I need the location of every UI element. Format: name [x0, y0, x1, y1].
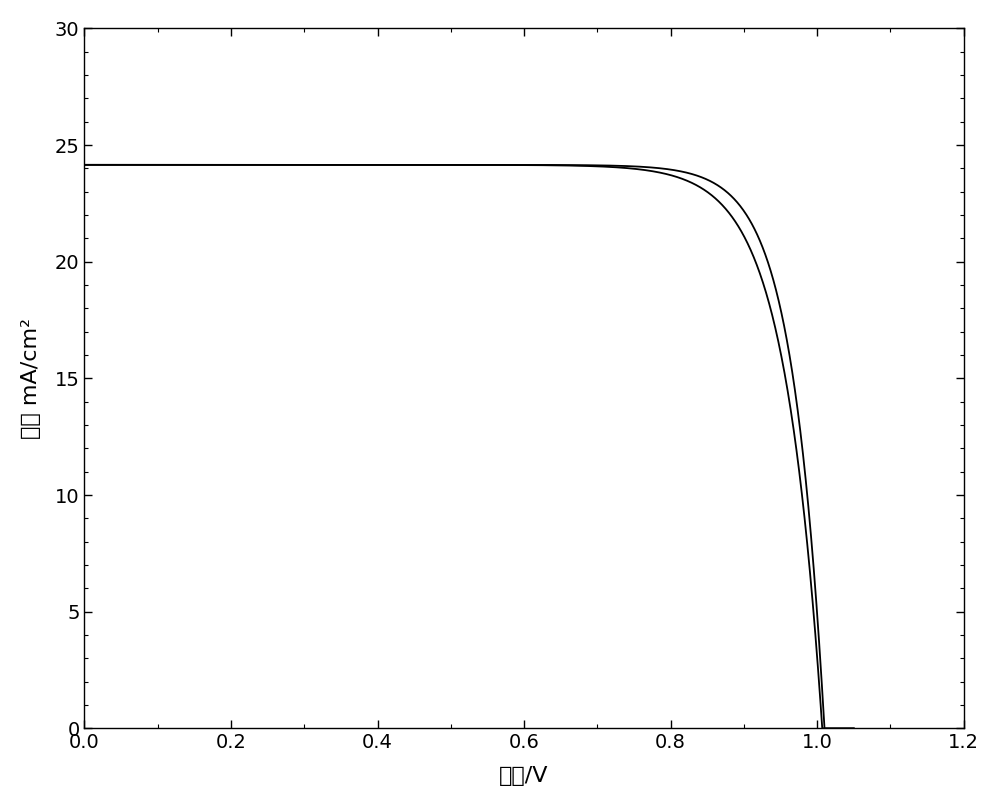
- Y-axis label: 电流 mA/cm²: 电流 mA/cm²: [21, 318, 41, 439]
- X-axis label: 电压/V: 电压/V: [499, 766, 549, 786]
